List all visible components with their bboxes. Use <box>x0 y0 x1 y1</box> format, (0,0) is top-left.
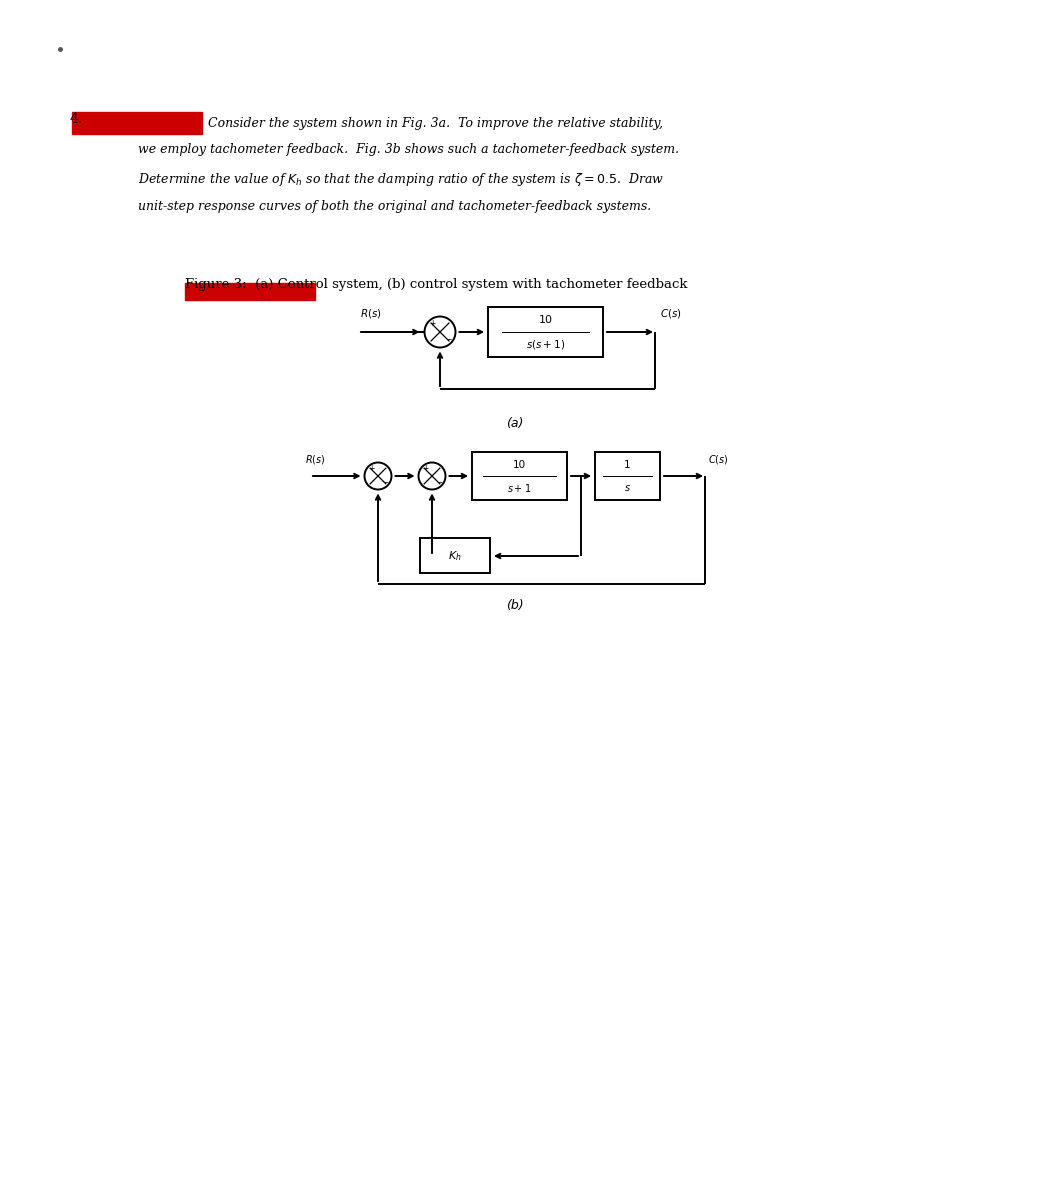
Bar <box>72 112 202 134</box>
Text: $C(s)$: $C(s)$ <box>708 453 729 466</box>
Text: $R(s)$: $R(s)$ <box>305 453 325 466</box>
Text: +: + <box>367 465 374 473</box>
Text: Determine the value of $K_h$ so that the damping ratio of the system is $\zeta =: Determine the value of $K_h$ so that the… <box>138 171 664 189</box>
Text: $R(s)$: $R(s)$ <box>360 307 382 320</box>
Text: 10: 10 <box>513 460 526 470</box>
Text: $K_h$: $K_h$ <box>448 549 461 563</box>
Text: (a): (a) <box>506 418 524 431</box>
Text: 1: 1 <box>624 460 630 470</box>
Text: −: − <box>382 478 389 488</box>
Bar <box>185 283 315 300</box>
Text: Consider the system shown in Fig. 3a.  To improve the relative stability,: Consider the system shown in Fig. 3a. To… <box>208 118 663 130</box>
Text: unit-step response curves of both the original and tachometer-feedback systems.: unit-step response curves of both the or… <box>138 201 652 213</box>
Text: $C(s)$: $C(s)$ <box>660 307 682 320</box>
Bar <box>472 452 567 500</box>
Text: $s+1$: $s+1$ <box>507 482 531 494</box>
Bar <box>595 452 660 500</box>
Text: 4.: 4. <box>70 112 83 126</box>
Text: Figure 3:  (a) Control system, (b) control system with tachometer feedback: Figure 3: (a) Control system, (b) contro… <box>185 277 687 290</box>
Text: $s(s+1)$: $s(s+1)$ <box>526 338 565 352</box>
Text: we employ tachometer feedback.  Fig. 3b shows such a tachometer-feedback system.: we employ tachometer feedback. Fig. 3b s… <box>138 142 679 155</box>
Text: +: + <box>421 465 428 473</box>
Text: (b): (b) <box>506 600 524 613</box>
Text: $s$: $s$ <box>624 483 630 492</box>
Text: 10: 10 <box>539 315 552 325</box>
Bar <box>488 307 603 358</box>
Text: −: − <box>445 336 451 344</box>
Text: +: + <box>429 319 435 329</box>
Bar <box>420 538 490 573</box>
Text: −: − <box>436 478 442 488</box>
